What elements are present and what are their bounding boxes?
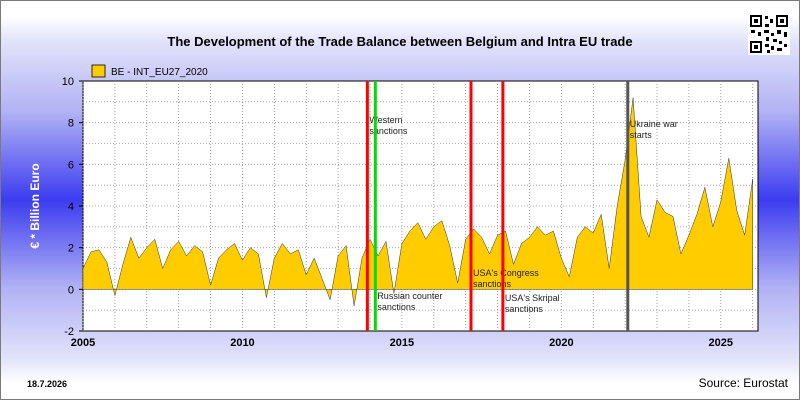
- event-label: sanctions: [473, 279, 512, 289]
- y-tick-label: 8: [68, 118, 74, 130]
- event-label: starts: [630, 130, 653, 140]
- event-label: sanctions: [369, 126, 408, 136]
- event-label: Russian counter: [377, 291, 442, 301]
- source-note: Source: Eurostat: [698, 376, 788, 390]
- event-label: Ukraine war: [630, 119, 678, 129]
- data-area: [82, 97, 753, 307]
- x-tick-label: 2010: [230, 337, 254, 349]
- y-axis-label: € * Billion Euro: [28, 163, 42, 248]
- event-label: sanctions: [505, 304, 544, 314]
- x-tick-label: 2025: [709, 337, 733, 349]
- x-tick-label: 2005: [71, 337, 95, 349]
- legend: BE - INT_EU27_2020: [91, 64, 208, 78]
- event-label: sanctions: [377, 302, 416, 312]
- qr-code-icon: [748, 13, 790, 55]
- y-tick-label: 10: [62, 76, 74, 88]
- y-tick-label: 0: [68, 284, 74, 296]
- y-tick-label: 6: [68, 159, 74, 171]
- event-label: USA's Congress: [473, 268, 539, 278]
- legend-label: BE - INT_EU27_2020: [111, 67, 208, 78]
- x-axis-ticks: 2005 2010 2015 2020 2025: [71, 337, 733, 349]
- y-tick-label: -2: [64, 326, 74, 338]
- date-stamp: 18.7.2026: [27, 379, 68, 389]
- x-tick-label: 2015: [390, 337, 414, 349]
- y-tick-label: 4: [68, 201, 74, 213]
- chart-title: The Development of the Trade Balance bet…: [167, 34, 633, 49]
- event-label: USA's Skripal: [505, 293, 560, 303]
- y-tick-label: 2: [68, 243, 74, 255]
- y-axis-ticks: -2 0 2 4 6 8 10: [62, 76, 83, 338]
- legend-swatch: [91, 64, 106, 78]
- event-label: Western: [369, 115, 402, 125]
- x-tick-label: 2020: [549, 337, 573, 349]
